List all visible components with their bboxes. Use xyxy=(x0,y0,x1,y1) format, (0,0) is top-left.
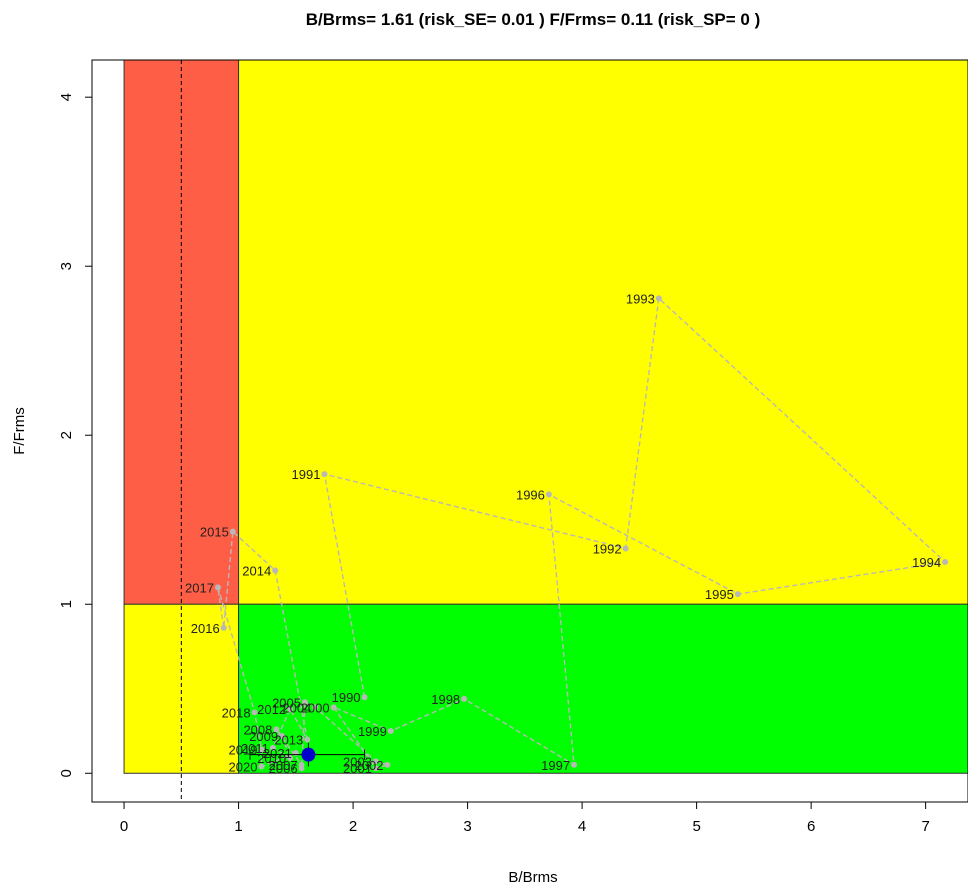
point-1991 xyxy=(321,471,328,478)
point-1992 xyxy=(622,545,629,552)
point-2009 xyxy=(279,733,286,740)
year-label-2018: 2018 xyxy=(222,705,251,720)
year-label-2021: 2021 xyxy=(263,746,292,761)
y-axis-label: F/Frms xyxy=(11,407,28,454)
zone-yellow-lower xyxy=(123,603,240,774)
y-tick-label-0: 0 xyxy=(58,769,75,777)
point-2019 xyxy=(258,746,265,753)
point-2010 xyxy=(287,755,294,762)
year-label-2005: 2005 xyxy=(272,695,301,710)
zone-red xyxy=(123,59,240,605)
year-label-2000: 2000 xyxy=(301,700,330,715)
point-2017 xyxy=(214,584,221,591)
point-2007 xyxy=(298,761,305,768)
current-point-layer xyxy=(249,742,366,767)
point-1990 xyxy=(361,694,368,701)
year-label-2007: 2007 xyxy=(269,758,298,773)
point-2005 xyxy=(301,699,308,706)
point-2000 xyxy=(330,704,337,711)
x-tick-label-6: 6 xyxy=(807,818,815,835)
point-2002 xyxy=(384,761,391,768)
year-label-1999: 1999 xyxy=(358,724,387,739)
year-label-1991: 1991 xyxy=(292,467,321,482)
year-label-2004: 2004 xyxy=(282,700,311,715)
point-1998 xyxy=(461,695,468,702)
x-axis: 0 1 2 3 4 5 6 7 xyxy=(120,801,930,835)
x-tick-label-4: 4 xyxy=(578,818,586,835)
point-2013 xyxy=(304,736,311,743)
trajectory-layer xyxy=(214,295,949,772)
x-tick-label-5: 5 xyxy=(692,818,700,835)
x-tick-label-0: 0 xyxy=(120,818,128,835)
y-axis: 0 1 2 3 4 xyxy=(58,93,93,777)
point-1999 xyxy=(387,728,394,735)
year-label-1990: 1990 xyxy=(332,690,361,705)
point-2020 xyxy=(258,763,265,770)
year-label-2001: 2001 xyxy=(343,761,372,776)
y-tick-label-2: 2 xyxy=(58,431,75,439)
year-label-2013: 2013 xyxy=(274,732,303,747)
year-label-2008: 2008 xyxy=(243,722,272,737)
point-2004 xyxy=(312,704,319,711)
zone-yellow-upper xyxy=(238,59,968,605)
year-label-1997: 1997 xyxy=(541,758,570,773)
year-label-2009: 2009 xyxy=(249,729,278,744)
point-1993 xyxy=(655,295,662,302)
year-label-2017: 2017 xyxy=(185,580,214,595)
point-2012 xyxy=(287,706,294,713)
point-2001 xyxy=(372,765,379,772)
year-label-2003: 2003 xyxy=(343,754,372,769)
year-label-1992: 1992 xyxy=(593,541,622,556)
year-label-2019: 2019 xyxy=(229,743,258,758)
x-tick-label-3: 3 xyxy=(463,818,471,835)
year-label-1993: 1993 xyxy=(626,291,655,306)
x-tick-label-1: 1 xyxy=(234,818,242,835)
zone-green xyxy=(238,603,968,774)
point-1997 xyxy=(571,761,578,768)
point-2011 xyxy=(269,744,276,751)
year-label-2011: 2011 xyxy=(241,741,269,756)
point-2008 xyxy=(273,726,280,733)
zones-layer xyxy=(123,59,968,774)
point-1995 xyxy=(734,591,741,598)
year-label-2014: 2014 xyxy=(242,563,271,578)
point-1996 xyxy=(545,491,552,498)
chart-title: B/Brms= 1.61 (risk_SE= 0.01 ) F/Frms= 0.… xyxy=(306,10,761,29)
point-2014 xyxy=(272,567,279,574)
y-tick-label-3: 3 xyxy=(58,262,75,270)
point-2016 xyxy=(220,624,227,631)
year-label-2016: 2016 xyxy=(191,621,220,636)
year-label-1995: 1995 xyxy=(705,587,734,602)
year-label-2015: 2015 xyxy=(200,525,229,540)
year-label-1996: 1996 xyxy=(516,487,545,502)
year-label-2002: 2002 xyxy=(355,758,384,773)
x-tick-label-2: 2 xyxy=(349,818,357,835)
x-axis-label: B/Brms xyxy=(508,869,557,886)
year-label-1994: 1994 xyxy=(912,555,941,570)
y-tick-label-4: 4 xyxy=(58,93,75,101)
year-labels-layer: 1990 1991 1992 1993 1994 1995 1996 1997 1998 1999… xyxy=(185,291,941,776)
point-1994 xyxy=(942,558,949,565)
point-2003 xyxy=(372,758,379,765)
year-label-2020: 2020 xyxy=(229,760,258,775)
year-label-1998: 1998 xyxy=(431,692,460,707)
year-label-2006: 2006 xyxy=(269,761,298,776)
trajectory-line xyxy=(217,296,947,770)
x-tick-label-7: 7 xyxy=(921,818,929,835)
y-tick-label-1: 1 xyxy=(58,600,75,608)
point-2018 xyxy=(251,709,258,716)
year-label-2012: 2012 xyxy=(257,702,286,717)
current-point-marker xyxy=(301,747,316,762)
point-2015 xyxy=(229,528,236,535)
